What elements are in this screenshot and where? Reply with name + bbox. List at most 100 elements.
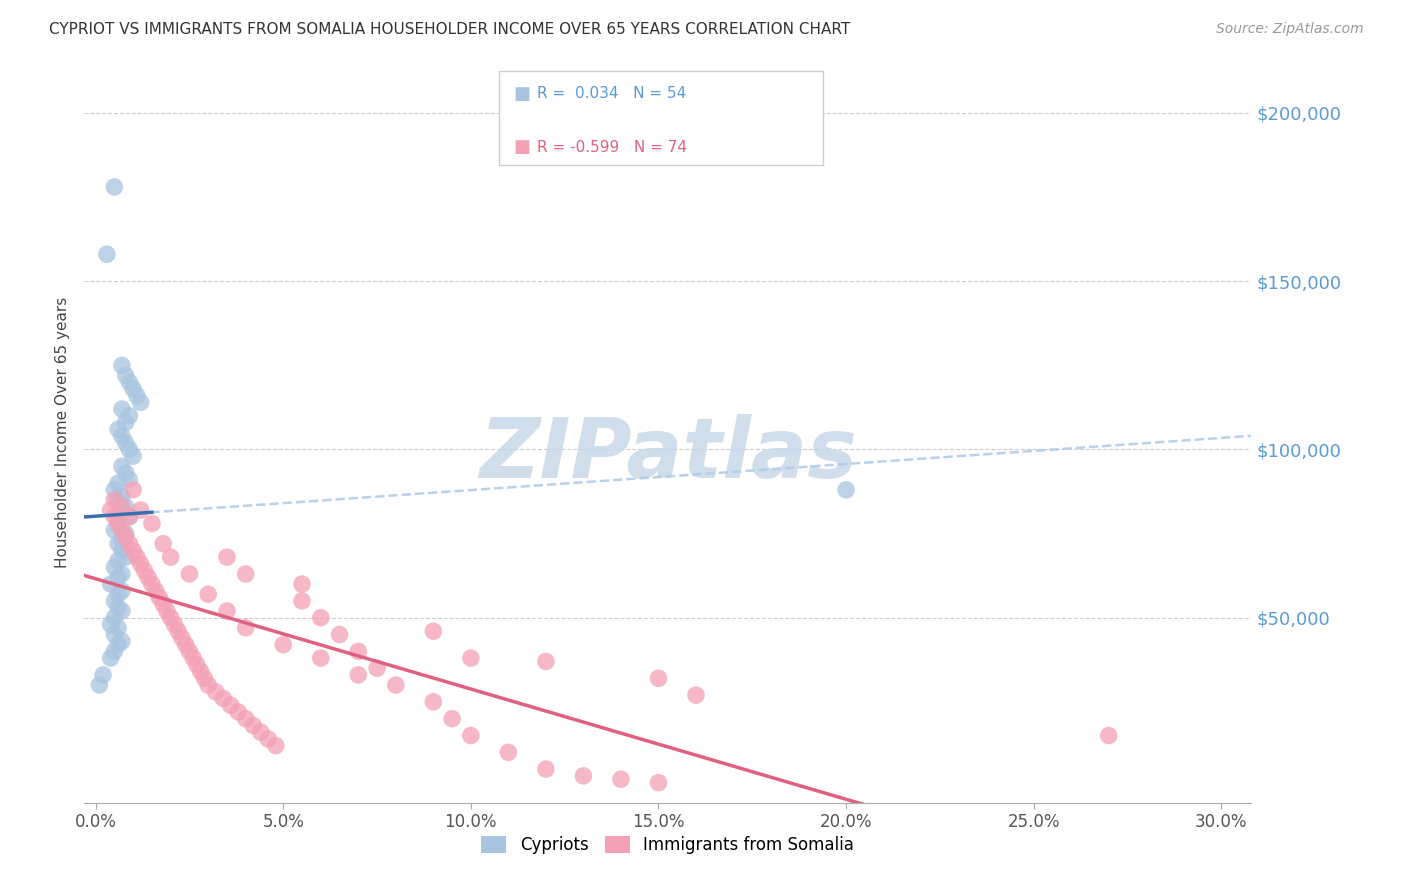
Point — [235, 566, 257, 581]
Point — [103, 483, 125, 497]
Point — [136, 570, 159, 584]
Point — [159, 550, 181, 565]
Point — [179, 566, 201, 581]
Point — [174, 638, 197, 652]
Point — [103, 492, 125, 507]
Point — [534, 655, 557, 669]
Point — [835, 483, 858, 497]
Point — [114, 550, 136, 565]
Point — [111, 566, 134, 581]
Point — [122, 543, 145, 558]
Point — [103, 180, 125, 194]
Y-axis label: Householder Income Over 65 years: Householder Income Over 65 years — [55, 297, 70, 568]
Point — [181, 651, 204, 665]
Point — [179, 644, 201, 658]
Point — [118, 509, 141, 524]
Point — [242, 718, 264, 732]
Point — [186, 657, 208, 672]
Point — [103, 610, 125, 624]
Point — [107, 553, 129, 567]
Point — [111, 402, 134, 417]
Point — [111, 503, 134, 517]
Point — [118, 473, 141, 487]
Point — [291, 577, 314, 591]
Point — [249, 725, 271, 739]
Point — [163, 617, 186, 632]
Point — [145, 583, 167, 598]
Point — [103, 523, 125, 537]
Point — [156, 604, 179, 618]
Point — [111, 459, 134, 474]
Point — [107, 476, 129, 491]
Point — [111, 604, 134, 618]
Point — [111, 533, 134, 548]
Point — [107, 516, 129, 531]
Point — [114, 416, 136, 430]
Point — [141, 516, 163, 531]
Point — [193, 671, 215, 685]
Point — [111, 634, 134, 648]
Point — [190, 665, 212, 679]
Point — [107, 422, 129, 436]
Legend: Cypriots, Immigrants from Somalia: Cypriots, Immigrants from Somalia — [475, 830, 860, 861]
Point — [107, 492, 129, 507]
Point — [441, 712, 464, 726]
Point — [422, 624, 444, 639]
Point — [1098, 729, 1121, 743]
Point — [498, 745, 520, 759]
Point — [422, 695, 444, 709]
Point — [235, 712, 257, 726]
Point — [103, 627, 125, 641]
Point — [572, 769, 595, 783]
Point — [309, 610, 332, 624]
Point — [385, 678, 408, 692]
Point — [107, 621, 129, 635]
Point — [152, 597, 174, 611]
Point — [215, 604, 238, 618]
Point — [122, 382, 145, 396]
Point — [100, 577, 122, 591]
Point — [141, 577, 163, 591]
Point — [118, 409, 141, 423]
Point — [118, 536, 141, 550]
Point — [111, 543, 134, 558]
Point — [114, 500, 136, 514]
Text: CYPRIOT VS IMMIGRANTS FROM SOMALIA HOUSEHOLDER INCOME OVER 65 YEARS CORRELATION : CYPRIOT VS IMMIGRANTS FROM SOMALIA HOUSE… — [49, 22, 851, 37]
Point — [122, 449, 145, 463]
Point — [129, 395, 152, 409]
Text: ZIPatlas: ZIPatlas — [479, 414, 856, 495]
Point — [111, 359, 134, 373]
Point — [114, 466, 136, 480]
Point — [347, 668, 370, 682]
Point — [264, 739, 287, 753]
Point — [148, 591, 170, 605]
Point — [167, 624, 190, 639]
Point — [107, 587, 129, 601]
Point — [107, 600, 129, 615]
Point — [122, 483, 145, 497]
Point — [107, 536, 129, 550]
Text: Source: ZipAtlas.com: Source: ZipAtlas.com — [1216, 22, 1364, 37]
Point — [111, 523, 134, 537]
Point — [226, 705, 249, 719]
Point — [100, 503, 122, 517]
Point — [114, 435, 136, 450]
Point — [460, 729, 482, 743]
Point — [100, 617, 122, 632]
Text: R =  0.034   N = 54: R = 0.034 N = 54 — [537, 87, 686, 101]
Point — [111, 500, 134, 514]
Point — [291, 594, 314, 608]
Point — [685, 688, 707, 702]
Point — [235, 621, 257, 635]
Point — [111, 490, 134, 504]
Point — [114, 530, 136, 544]
Point — [129, 557, 152, 571]
Text: ■: ■ — [513, 85, 530, 103]
Point — [111, 583, 134, 598]
Point — [534, 762, 557, 776]
Point — [460, 651, 482, 665]
Point — [647, 775, 669, 789]
Point — [118, 509, 141, 524]
Point — [89, 678, 111, 692]
Point — [204, 685, 226, 699]
